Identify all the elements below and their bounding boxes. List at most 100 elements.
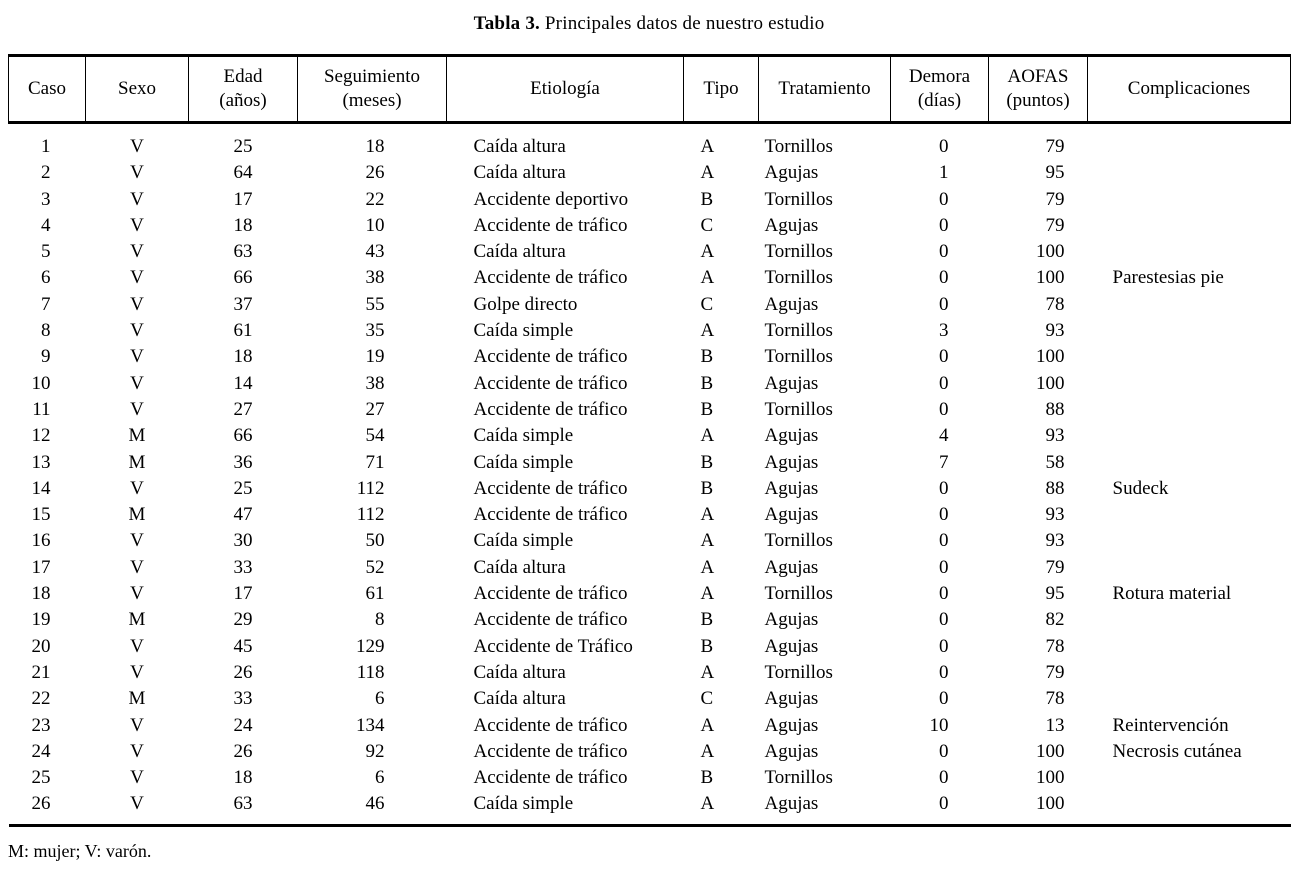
cell-edad: 18	[233, 214, 253, 236]
table-row: 5 V 63 43 Caída altura A Tornillos 0 100	[9, 239, 1291, 265]
table-row: 8 V 61 35 Caída simple A Tornillos 3 93	[9, 318, 1291, 344]
cell-sexo: V	[130, 188, 144, 210]
cell-aofas: 79	[1045, 136, 1065, 157]
cell-tipo: A	[700, 241, 715, 263]
cell-aofas: 88	[1045, 398, 1065, 420]
cell-tratamiento: Agujas	[764, 477, 819, 499]
table-row: 14 V 25 112 Accidente de tráfico B Agujas 0 88 Su…	[9, 476, 1291, 502]
cell-tipo: B	[700, 346, 714, 368]
cell-edad: 30	[233, 530, 253, 552]
cell-aofas: 79	[1045, 188, 1065, 210]
cell-tipo: B	[700, 398, 714, 420]
table-row: 2 V 64 26 Caída altura A Agujas 1 95	[9, 160, 1291, 186]
cell-aofas: 82	[1045, 609, 1065, 631]
cell-aofas: 58	[1045, 451, 1065, 473]
cell-etiologia: Accidente de tráfico	[473, 504, 628, 526]
cell-tratamiento: Tornillos	[764, 136, 833, 157]
cell-tipo: C	[700, 293, 714, 315]
cell-sexo: V	[130, 162, 144, 184]
cell-complicaciones	[1088, 213, 1291, 239]
cell-tratamiento: Tornillos	[764, 661, 833, 683]
cell-seguimiento: 92	[365, 740, 385, 762]
cell-seguimiento: 134	[356, 714, 385, 736]
cell-etiologia: Accidente de tráfico	[473, 740, 628, 762]
cell-etiologia: Caída simple	[473, 451, 574, 473]
cell-tipo: A	[700, 556, 715, 578]
cell-edad: 47	[233, 504, 253, 526]
cell-etiologia: Accidente de tráfico	[473, 609, 628, 631]
table-row: 17 V 33 52 Caída altura A Agujas 0 79	[9, 555, 1291, 581]
cell-seguimiento: 55	[365, 293, 385, 315]
cell-tipo: A	[700, 504, 715, 526]
table-caption-number: Tabla 3.	[473, 13, 540, 34]
cell-aofas: 100	[1036, 346, 1065, 368]
cell-tratamiento: Agujas	[764, 451, 819, 473]
cell-sexo: V	[130, 714, 144, 736]
cell-demora: 4	[939, 425, 949, 447]
cell-demora: 0	[939, 293, 949, 315]
cell-seguimiento: 61	[365, 583, 385, 605]
cell-complicaciones	[1088, 123, 1291, 161]
cell-edad: 25	[233, 477, 253, 499]
cell-tipo: A	[700, 425, 715, 447]
cell-complicaciones: Necrosis cutánea	[1112, 740, 1242, 762]
cell-seguimiento: 18	[365, 136, 385, 157]
cell-seguimiento: 46	[297, 791, 447, 827]
cell-etiologia: Accidente de tráfico	[473, 583, 628, 605]
cell-edad: 18	[233, 767, 253, 789]
cell-caso: 26	[8, 791, 86, 827]
cell-tipo: A	[700, 162, 715, 184]
cell-edad: 24	[233, 714, 253, 736]
cell-tratamiento: Agujas	[764, 162, 819, 184]
cell-etiologia: Golpe directo	[473, 293, 578, 315]
cell-seguimiento: 6	[375, 767, 385, 789]
cell-tratamiento: Tornillos	[764, 398, 833, 420]
cell-complicaciones	[1088, 397, 1291, 423]
cell-demora: 0	[939, 740, 949, 762]
cell-tipo: A	[700, 583, 715, 605]
cell-sexo: M	[128, 425, 146, 447]
cell-seguimiento: 8	[375, 609, 385, 631]
cell-tratamiento: Tornillos	[764, 530, 833, 552]
cell-complicaciones	[1088, 344, 1291, 370]
cell-edad: 33	[233, 556, 253, 578]
cell-etiologia: Caída altura	[473, 136, 566, 157]
cell-caso: 22	[31, 688, 51, 710]
table-body: 1 V 25 18 Caída altura A Tornillos 0 79 2 V 64 26 Caí…	[8, 123, 1291, 827]
cell-demora: 0	[939, 372, 949, 394]
cell-tipo: C	[700, 214, 714, 236]
cell-seguimiento: 129	[356, 635, 385, 657]
cell-seguimiento: 43	[365, 241, 385, 263]
cell-caso: 3	[41, 188, 51, 210]
cell-caso: 18	[31, 583, 51, 605]
cell-tipo: B	[700, 188, 714, 210]
cell-aofas: 79	[1045, 214, 1065, 236]
data-table: Caso Sexo Edad (años) Seguimiento (meses) Etio…	[8, 54, 1291, 827]
cell-complicaciones	[1088, 239, 1291, 265]
cell-aofas: 93	[1045, 530, 1065, 552]
cell-demora: 10	[929, 714, 949, 736]
table-row: 26 V 63 46 Caída simple A Agujas 0 100	[8, 791, 1291, 827]
cell-edad: 61	[233, 320, 253, 342]
cell-tratamiento: Agujas	[764, 425, 819, 447]
cell-edad: 27	[233, 398, 253, 420]
table-row: 24 V 26 92 Accidente de tráfico A Agujas 0 100 Ne…	[9, 739, 1291, 765]
cell-etiologia: Accidente de tráfico	[473, 767, 628, 789]
cell-etiologia: Caída altura	[473, 241, 566, 263]
cell-aofas: 93	[1045, 320, 1065, 342]
cell-sexo: V	[130, 214, 144, 236]
cell-demora: 0	[939, 583, 949, 605]
cell-sexo: V	[130, 767, 144, 789]
cell-caso: 25	[31, 767, 51, 789]
column-header-tipo: Tipo	[683, 54, 759, 124]
cell-tratamiento: Tornillos	[764, 767, 833, 789]
cell-complicaciones	[1088, 423, 1291, 449]
cell-complicaciones: Reintervención	[1112, 714, 1229, 736]
cell-edad: 64	[233, 162, 253, 184]
cell-aofas: 78	[1045, 293, 1065, 315]
cell-edad: 18	[233, 346, 253, 368]
cell-caso: 23	[31, 714, 51, 736]
cell-seguimiento: 19	[365, 346, 385, 368]
cell-edad: 26	[233, 740, 253, 762]
cell-edad: 29	[233, 609, 253, 631]
